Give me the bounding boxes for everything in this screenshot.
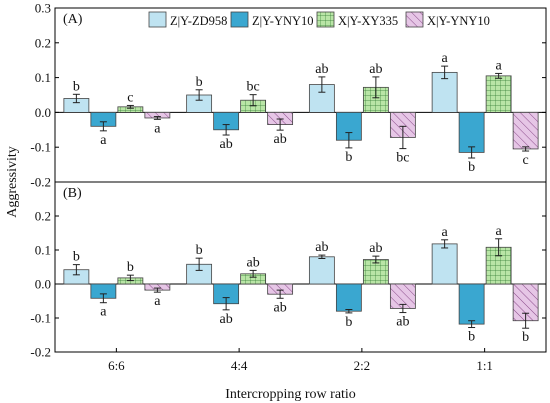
legend-label: Z|Y-YNY10 (252, 14, 314, 28)
significance-label: ab (220, 312, 233, 327)
significance-label: ab (369, 241, 382, 256)
y-tick-label: -0.1 (30, 140, 51, 155)
panel-label: (A) (63, 12, 83, 27)
significance-label: b (127, 260, 134, 275)
y-axis-label: Aggressivity (5, 146, 20, 218)
bar (431, 243, 458, 285)
bar (485, 246, 512, 285)
significance-label: ab (247, 255, 260, 270)
bar (458, 283, 485, 325)
significance-label: a (100, 133, 107, 148)
significance-label: b (73, 79, 80, 94)
significance-label: ab (369, 62, 382, 77)
y-tick-label: 0.1 (35, 70, 51, 85)
significance-label: c (127, 90, 133, 105)
y-tick-label: 0.0 (35, 277, 51, 292)
significance-label: bc (396, 151, 409, 166)
bar (485, 75, 512, 113)
y-tick-label: 0.3 (35, 1, 51, 16)
significance-label: b (468, 160, 475, 175)
bar (512, 112, 539, 150)
significance-label: c (523, 153, 529, 168)
y-tick-label: -0.2 (30, 175, 51, 190)
significance-label: bc (247, 80, 260, 95)
significance-label: b (345, 315, 352, 330)
significance-label: a (496, 224, 503, 239)
panel-frame (54, 181, 547, 353)
panel-label: (B) (63, 186, 82, 201)
legend-swatch (148, 11, 167, 28)
significance-label: a (154, 121, 161, 136)
y-tick-label: 0.0 (35, 105, 51, 120)
significance-label: a (154, 294, 161, 309)
bar (335, 283, 362, 312)
significance-label: a (100, 305, 107, 320)
significance-label: ab (274, 300, 287, 315)
significance-label: b (345, 150, 352, 165)
significance-label: b (522, 330, 529, 345)
legend-label: X|Y-XY335 (338, 14, 398, 28)
significance-label: a (442, 51, 449, 66)
x-tick-label: 1:1 (476, 358, 493, 373)
legend-label: X|Y-YNY10 (427, 14, 490, 28)
significance-label: b (73, 250, 80, 265)
x-tick-label: 2:2 (354, 358, 371, 373)
significance-label: ab (220, 137, 233, 152)
y-tick-label: 0.1 (35, 243, 51, 258)
significance-label: b (468, 330, 475, 345)
significance-label: ab (396, 315, 409, 330)
significance-label: ab (315, 62, 328, 77)
significance-label: a (496, 58, 503, 73)
x-tick-label: 4:4 (231, 358, 248, 373)
significance-label: b (196, 75, 203, 90)
x-tick-label: 6:6 (108, 358, 125, 373)
y-tick-label: -0.2 (30, 345, 51, 360)
y-tick-label: -0.1 (30, 311, 51, 326)
y-tick-label: 0.2 (35, 209, 51, 224)
y-tick-label: 0.2 (35, 35, 51, 50)
significance-label: a (442, 225, 449, 240)
legend-swatch (405, 11, 424, 28)
significance-label: ab (274, 132, 287, 147)
x-axis-label: Intercropping row ratio (225, 387, 356, 402)
legend-swatch (316, 11, 335, 28)
legend-label: Z|Y-ZD958 (170, 14, 227, 28)
legend-swatch (230, 11, 249, 28)
significance-label: ab (315, 240, 328, 255)
significance-label: b (196, 243, 203, 258)
bar (308, 256, 335, 285)
